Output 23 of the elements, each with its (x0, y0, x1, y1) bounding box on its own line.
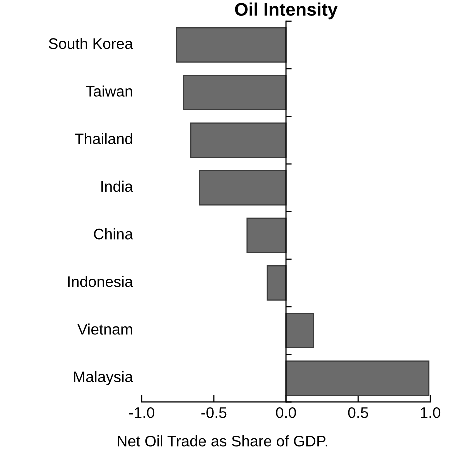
bar (246, 218, 287, 254)
bar (176, 28, 287, 63)
x-tick-label: 0.0 (276, 407, 296, 418)
bar (190, 122, 287, 158)
y-tick-label: Indonesia (68, 276, 134, 288)
bar (286, 313, 314, 349)
x-tick-label: 1.0 (421, 407, 441, 418)
x-tick-label: -0.5 (202, 407, 227, 418)
y-tick-label: Taiwan (86, 86, 132, 97)
bar (286, 360, 430, 396)
x-tick-label: 0.5 (348, 407, 368, 418)
y-tick-label: Vietnam (78, 324, 132, 335)
y-tick-label: Malaysia (74, 371, 134, 386)
y-tick-label: India (102, 180, 134, 192)
chart-title: Oil Intensity (235, 2, 338, 20)
y-tick-label: China (94, 228, 134, 240)
bar (266, 266, 287, 301)
x-tick-label: -1.0 (129, 407, 155, 418)
bar (199, 170, 287, 206)
text: Net Oil Trade as Share of GDP. (118, 436, 328, 447)
bar (183, 75, 287, 111)
y-tick-label: Thailand (75, 133, 132, 145)
y-tick-label: South Korea (49, 38, 134, 50)
